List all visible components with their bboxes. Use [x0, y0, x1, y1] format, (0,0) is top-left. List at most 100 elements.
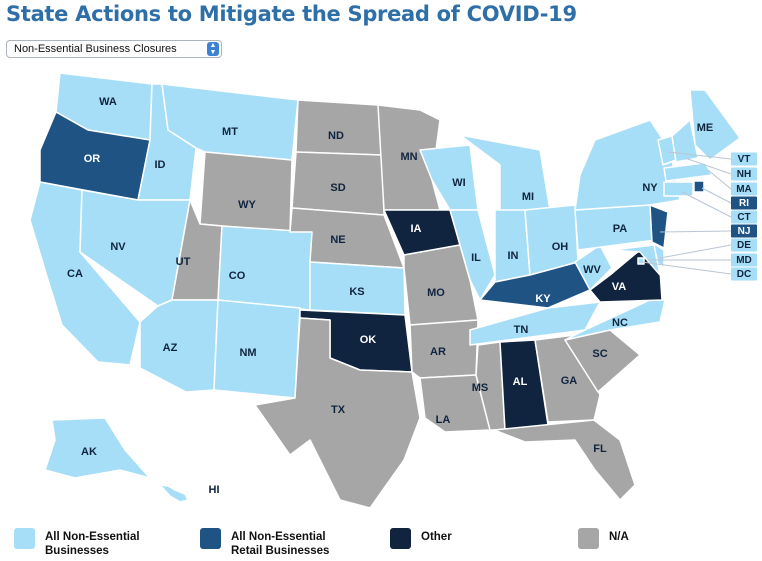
- legend-label: All Non-Essential Businesses: [45, 531, 140, 557]
- chevron-updown-icon: ▲ ▼: [207, 42, 219, 56]
- state-label-sc: SC: [592, 348, 607, 360]
- state-label-ne: NE: [330, 234, 345, 246]
- state-label-ky: KY: [535, 293, 551, 305]
- state-label-tn: TN: [514, 324, 529, 336]
- state-label-nd: ND: [328, 130, 344, 142]
- state-hi[interactable]: [159, 484, 189, 503]
- policy-dropdown[interactable]: Non-Essential Business Closures ▲ ▼: [6, 40, 222, 58]
- state-label-dc: DC: [737, 269, 751, 280]
- state-connector-nj: [659, 230, 732, 233]
- legend-item-na: N/A: [578, 528, 719, 549]
- page-title: State Actions to Mitigate the Spread of …: [6, 2, 577, 26]
- legend-item-other: Other: [390, 528, 531, 549]
- state-tn[interactable]: [469, 301, 601, 346]
- state-label-nj: NJ: [738, 226, 751, 237]
- state-label-va: VA: [612, 281, 627, 293]
- state-ny[interactable]: [574, 119, 681, 211]
- state-label-mo: MO: [427, 287, 445, 299]
- state-label-md: MD: [736, 255, 752, 266]
- state-tag-de[interactable]: [731, 238, 757, 252]
- state-connector-de: [659, 244, 732, 259]
- state-wy[interactable]: [199, 151, 293, 233]
- state-label-ia: IA: [411, 223, 422, 235]
- state-label-az: AZ: [163, 342, 178, 354]
- state-label-il: IL: [471, 252, 481, 264]
- state-label-co: CO: [229, 270, 246, 282]
- legend-item-retail: All Non-Essential Retail Businesses: [200, 528, 341, 558]
- state-ma[interactable]: [663, 162, 713, 182]
- state-nj[interactable]: [649, 204, 669, 249]
- state-connector-ma: [707, 169, 732, 190]
- state-tag-ma[interactable]: [731, 182, 757, 196]
- state-connector-nh: [684, 157, 732, 175]
- state-label-ri: RI: [739, 198, 749, 209]
- state-label-mt: MT: [222, 126, 238, 138]
- state-nh[interactable]: [671, 119, 699, 163]
- state-wv[interactable]: [574, 244, 613, 291]
- state-label-nc: NC: [612, 317, 628, 329]
- state-label-sd: SD: [330, 182, 345, 194]
- state-label-ok: OK: [360, 334, 377, 346]
- state-connector-dc: [641, 261, 732, 275]
- state-label-ny: NY: [642, 182, 658, 194]
- state-me[interactable]: [689, 89, 741, 161]
- state-label-me: ME: [697, 122, 714, 134]
- legend-item-all-non-essential: All Non-Essential Businesses: [14, 528, 155, 558]
- state-label-wv: WV: [583, 264, 601, 276]
- state-tag-nj[interactable]: [731, 224, 757, 238]
- state-in[interactable]: [494, 209, 531, 283]
- state-label-ak: AK: [81, 446, 97, 458]
- state-tx[interactable]: [254, 317, 421, 509]
- state-tag-dc[interactable]: [731, 267, 757, 281]
- state-label-ct: CT: [737, 212, 750, 223]
- state-tag-md[interactable]: [731, 253, 757, 267]
- state-nd[interactable]: [295, 99, 383, 156]
- legend-swatch: [14, 528, 35, 549]
- state-tag-vt[interactable]: [731, 152, 757, 166]
- state-label-pa: PA: [613, 223, 628, 235]
- state-label-ga: GA: [561, 375, 578, 387]
- legend: All Non-Essential Businesses All Non-Ess…: [0, 528, 762, 561]
- state-label-hi: HI: [209, 484, 220, 496]
- state-tag-ri[interactable]: [731, 196, 757, 210]
- state-label-ms: MS: [472, 382, 489, 394]
- state-connector-ri: [701, 187, 732, 204]
- state-label-ut: UT: [176, 256, 191, 268]
- state-tag-ct[interactable]: [731, 210, 757, 224]
- state-label-or: OR: [84, 153, 101, 165]
- state-fl[interactable]: [493, 419, 636, 501]
- state-label-al: AL: [513, 376, 528, 388]
- state-tag-nh[interactable]: [731, 167, 757, 181]
- state-ct[interactable]: [663, 181, 694, 197]
- state-label-in: IN: [508, 250, 519, 262]
- state-nm[interactable]: [213, 299, 301, 399]
- state-md[interactable]: [611, 244, 661, 276]
- legend-label: Other: [421, 531, 452, 543]
- state-label-vt: VT: [738, 154, 751, 165]
- state-co[interactable]: [217, 225, 313, 311]
- dropdown-selected-value: Non-Essential Business Closures: [14, 43, 177, 55]
- state-label-ks: KS: [349, 286, 364, 298]
- state-label-nv: NV: [110, 241, 126, 253]
- state-label-fl: FL: [593, 443, 607, 455]
- state-label-tx: TX: [331, 404, 346, 416]
- legend-swatch: [390, 528, 411, 549]
- state-ri[interactable]: [693, 180, 705, 193]
- state-label-wy: WY: [238, 199, 256, 211]
- state-la[interactable]: [419, 374, 491, 433]
- state-label-oh: OH: [552, 241, 569, 253]
- state-label-id: ID: [155, 159, 166, 171]
- state-label-nm: NM: [239, 347, 256, 359]
- state-ak[interactable]: [44, 417, 151, 479]
- state-connector-vt: [667, 151, 732, 160]
- legend-label: All Non-Essential Retail Businesses: [231, 531, 330, 557]
- state-label-de: DE: [737, 240, 751, 251]
- state-label-wi: WI: [452, 177, 465, 189]
- legend-label: N/A: [609, 531, 629, 543]
- state-label-ca: CA: [67, 268, 83, 280]
- state-label-wa: WA: [99, 96, 117, 108]
- state-az[interactable]: [139, 299, 219, 393]
- state-label-mi: MI: [522, 191, 534, 203]
- state-dc[interactable]: [637, 257, 645, 265]
